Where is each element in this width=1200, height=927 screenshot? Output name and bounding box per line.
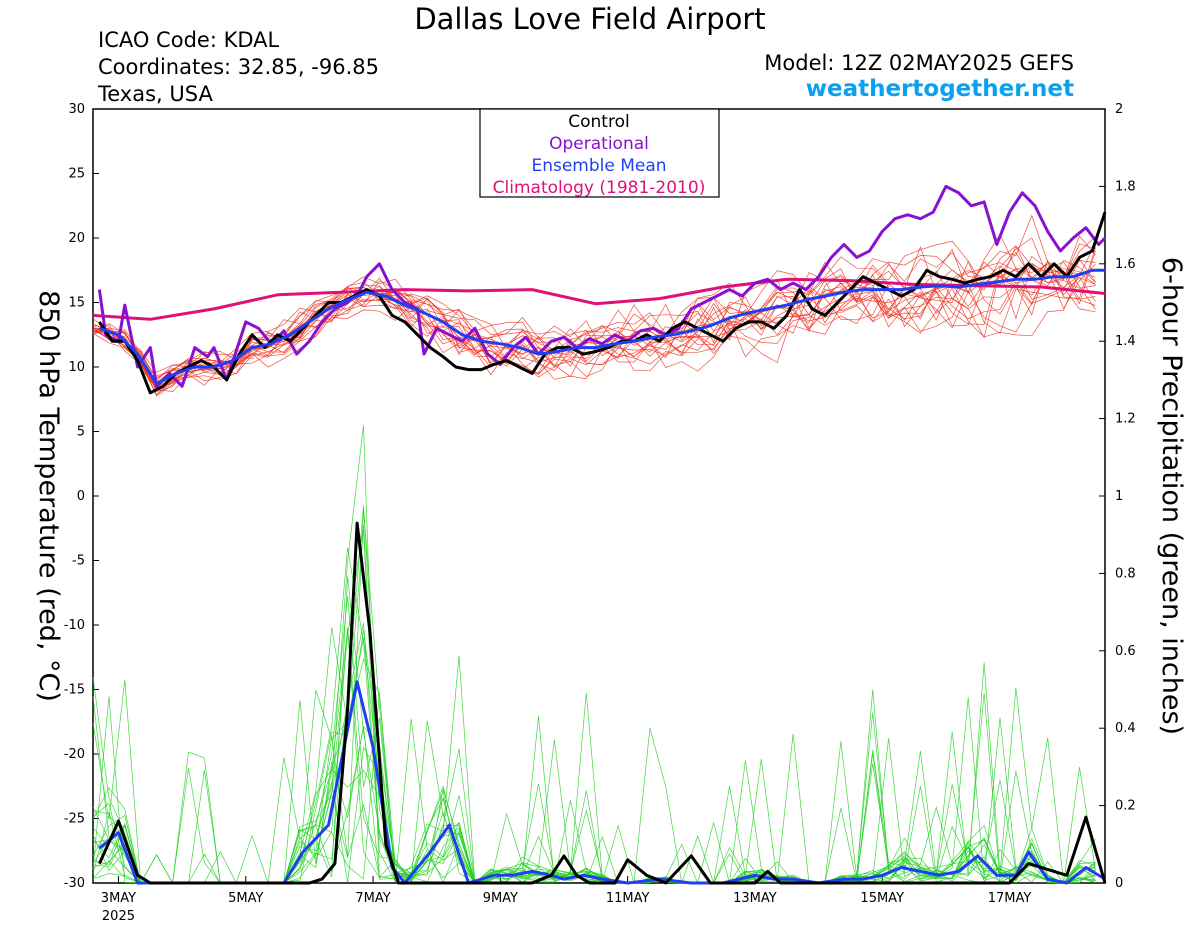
- ensemble-precipitation-line: [92, 629, 1096, 884]
- y-left-tick-label: 30: [68, 102, 85, 117]
- ensemble-precipitation-line: [92, 547, 1096, 884]
- x-tick-label: 7MAY: [355, 891, 390, 906]
- y-left-tick-label: 10: [68, 360, 85, 375]
- ensemble-precipitation-line: [92, 529, 1096, 884]
- ensemble-temperature-line: [92, 252, 1096, 378]
- region: Texas, USA: [98, 82, 213, 106]
- y-right-tick-label: 1.4: [1115, 334, 1136, 349]
- ensemble-member-precipitation: [92, 425, 1096, 884]
- y-left-tick-label: 25: [68, 167, 85, 182]
- x-ticks: 3MAY 5MAY 7MAY 9MAY 11MAY 13MAY 15MAY 17MAY 2025: [101, 876, 1032, 924]
- y-right-tick-label: 0.2: [1115, 799, 1136, 814]
- y-right-tick-label: 1.8: [1115, 179, 1136, 194]
- y-left-tick-label: -5: [72, 554, 85, 569]
- model-run: Model: 12Z 02MAY2025 GEFS: [764, 51, 1074, 75]
- series-lines: [92, 184, 1107, 885]
- ensemble-precipitation-line: [92, 692, 1096, 884]
- legend-entry: Climatology (1981-2010): [493, 178, 706, 198]
- ensemble-temperature-line: [92, 245, 1096, 396]
- x-year-label: 2025: [102, 909, 135, 924]
- x-tick-label: 11MAY: [606, 891, 650, 906]
- ensemble-precipitation-line: [92, 576, 1096, 884]
- ensemble-precipitation-line: [92, 627, 1096, 884]
- site-link[interactable]: weathertogether.net: [805, 76, 1074, 102]
- ensemble-precipitation-line: [92, 627, 1096, 884]
- control-precipitation-line: [98, 521, 1107, 885]
- ensemble-precipitation-line: [92, 750, 1096, 884]
- y-left-tick-label: -30: [64, 876, 85, 891]
- ensemble-precipitation-line: [92, 629, 1096, 884]
- coordinates: Coordinates: 32.85, -96.85: [98, 55, 379, 79]
- x-tick-label: 17MAY: [988, 891, 1032, 906]
- y-right-tick-label: 1.2: [1115, 412, 1136, 427]
- x-tick-label: 15MAY: [860, 891, 904, 906]
- y-axis-label-right: 6-hour Precipitation (green, inches): [1156, 257, 1187, 735]
- y-left-tick-label: 15: [68, 296, 85, 311]
- y-left-tick-label: -20: [64, 747, 85, 762]
- y-right-tick-label: 1: [1115, 489, 1123, 504]
- y-left-tick-label: 5: [77, 425, 85, 440]
- y-right-tick-label: 2: [1115, 102, 1123, 117]
- y-right-tick-label: 0.6: [1115, 644, 1136, 659]
- y-left-tick-label: 20: [68, 231, 85, 246]
- x-tick-label: 13MAY: [733, 891, 777, 906]
- y-axis-label-left: 850 hPa Temperature (red, °C): [33, 290, 64, 702]
- x-tick-label: 3MAY: [101, 891, 136, 906]
- y-right-tick-label: 0.8: [1115, 566, 1136, 581]
- y-right-tick-label: 0.4: [1115, 721, 1136, 736]
- x-tick-label: 5MAY: [228, 891, 263, 906]
- y-left-ticks: 30 25 20 15 10 5 0 -5 -10 -15 -20 -25 -30: [64, 102, 99, 891]
- ensemble-mean-line: [98, 268, 1105, 386]
- ensemble-temperature-line: [92, 245, 1096, 382]
- chart-title: Dallas Love Field Airport: [414, 2, 766, 36]
- legend-entry: Operational: [549, 134, 649, 154]
- y-left-tick-label: 0: [77, 489, 85, 504]
- y-right-ticks: 2 1.8 1.6 1.4 1.2 1 0.8 0.6 0.4 0.2 0: [1099, 102, 1136, 891]
- operational-line: [97, 184, 1107, 388]
- y-right-tick-label: 1.6: [1115, 257, 1136, 272]
- ensemble-precipitation-line: [92, 509, 1096, 884]
- ensemble-mean-precipitation-line: [98, 680, 1106, 885]
- y-left-tick-label: -10: [64, 618, 85, 633]
- ensemble-precipitation-line: [92, 637, 1096, 884]
- y-left-tick-label: -25: [64, 812, 85, 827]
- ensemble-precipitation-line: [92, 425, 1096, 884]
- ensemble-temperature-line: [92, 247, 1096, 383]
- legend-box: [479, 108, 720, 198]
- y-left-tick-label: -15: [64, 683, 85, 698]
- icao-code: ICAO Code: KDAL: [98, 28, 280, 52]
- ensemble-temperature-line: [92, 235, 1096, 389]
- x-tick-label: 9MAY: [483, 891, 518, 906]
- ensemble-precipitation-line: [92, 524, 1096, 884]
- legend-entry: Ensemble Mean: [531, 156, 666, 176]
- ensemble-temperature-line: [92, 243, 1096, 377]
- ensemble-member-temperatures: [92, 214, 1096, 397]
- plot-frame: [92, 108, 1106, 884]
- y-right-tick-label: 0: [1115, 876, 1123, 891]
- ensemble-temperature-line: [92, 260, 1096, 392]
- legend-entry: Control: [568, 112, 629, 132]
- ensemble-temperature-line: [92, 263, 1096, 373]
